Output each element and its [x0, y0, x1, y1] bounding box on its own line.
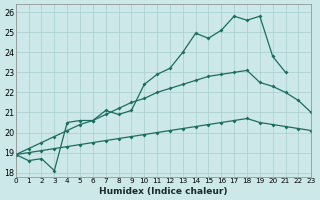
- X-axis label: Humidex (Indice chaleur): Humidex (Indice chaleur): [99, 187, 228, 196]
